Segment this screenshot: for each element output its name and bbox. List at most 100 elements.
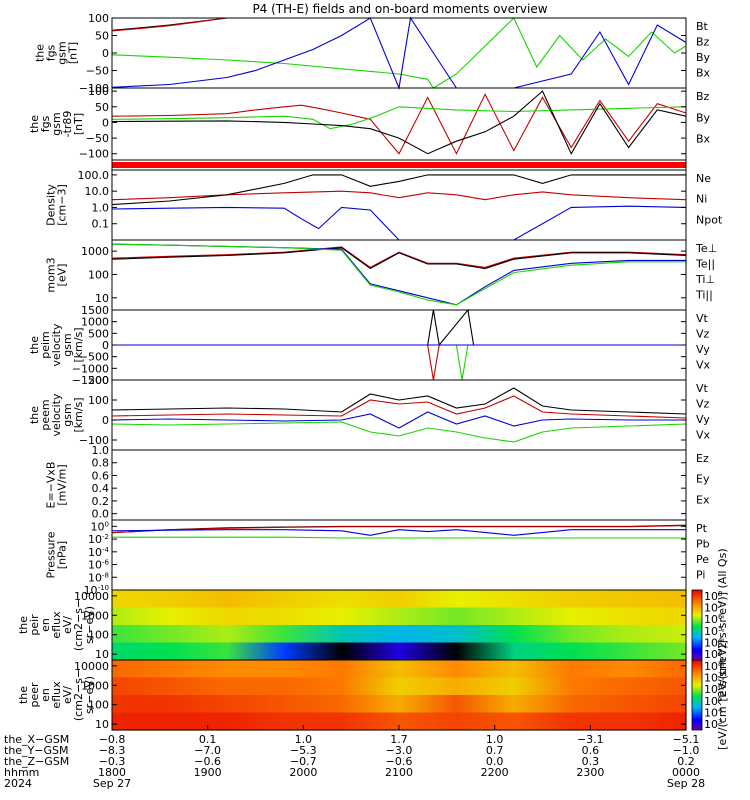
y-tick-label: 1000 [81,245,109,258]
x-axis-value: 1900 [194,766,222,779]
series-line-by [111,106,687,130]
y-tick-label: 10-6 [88,559,110,572]
y-axis-label: the [28,336,41,354]
legend-entry: Vt [696,312,709,325]
panel-3: 100.0 10.0 1.0 0.1 Density[cm−3] Ne Ni Npot [45,169,723,241]
y-tick-label: 0.8 [92,457,110,470]
separator-bar [112,162,686,168]
series-line-vt [111,387,687,415]
y-axis-label: [nT] [72,113,85,135]
heatmap-cell [513,660,572,679]
y-tick-label: −100 [79,148,109,161]
x-axis-value: −0.6 [386,755,413,768]
heatmap-cell [513,590,572,609]
heatmap-cell [341,625,400,644]
y-tick-label: 500 [88,327,109,340]
heatmap-cell [341,695,400,714]
x-axis-row-label: the_Y−GSM [4,744,69,757]
series-line-pi [111,529,686,536]
y-tick-label: 100.0 [78,169,110,182]
y-tick-label: 200 [88,374,109,387]
y-axis-label: Pressure [45,531,58,578]
x-axis-value: −5.3 [290,744,317,757]
x-axis-value: −0.6 [194,755,221,768]
x-axis-row-label: the_X−GSM [4,733,69,746]
x-axis-value: 1.0 [295,733,313,746]
x-axis-value: −5.1 [673,733,700,746]
legend-entry: Pe [696,553,709,566]
y-tick-label: 1.0 [92,444,110,457]
y-axis-label: the [17,616,30,634]
legend-entry: Te⊥ [695,242,717,255]
heatmap-cell [226,625,285,644]
x-axis-row-label: hhmm [4,766,39,779]
series-line-bx [111,16,687,91]
heatmap-cell [628,660,687,679]
heatmap-cell [169,677,228,696]
figure-title: P4 (TH-E) fields and on-board moments ov… [252,2,547,16]
y-axis-label: the [28,406,41,424]
heatmap-cell [399,677,457,696]
y-tick-label: 10000 [74,590,109,603]
heatmap-cell [112,625,170,644]
legend-entry: Vy [696,413,710,426]
legend-entry: Bt [696,20,709,33]
y-axis-label: peim [39,331,52,359]
heatmap-cell [571,712,630,731]
series-line-te- [111,246,687,269]
y-tick-label: 0.6 [92,469,110,482]
panel-frame [111,169,687,241]
y-axis-label: mom3 [45,257,58,292]
heatmap-cell [571,695,630,714]
y-tick-label: −100 [79,434,109,447]
y-tick-label: 1000 [81,316,109,329]
colorbar [691,589,703,661]
heatmap-cell [513,642,572,661]
x-axis-row-label: 2024 [4,777,32,790]
series-line-vy [112,344,686,381]
heatmap-cell [628,642,687,661]
y-tick-label: 0 [102,47,109,60]
heatmap-cell [284,607,343,626]
series-line-bz [111,93,687,155]
heatmap-cell [112,607,170,626]
y-tick-label: 10 [95,292,109,305]
panel-frame [111,239,687,311]
series-line-pb [111,525,687,534]
y-tick-label: 100 [88,85,109,98]
heatmap-cell [571,677,630,696]
heatmap-cell [456,677,515,696]
heatmap-cell [284,642,343,661]
heatmap-cell [628,712,687,731]
heatmap-cell [456,590,515,609]
series-line-bz [111,17,227,32]
y-axis-label: gsm [50,112,63,135]
y-axis-label: -tr89 [61,111,74,138]
y-axis-label: fgs [39,115,52,132]
x-axis-value: 0.2 [677,755,695,768]
x-axis-value: 0.6 [582,744,600,757]
x-axis-value: 2200 [481,766,509,779]
y-axis-label: E=−VxB [45,462,58,509]
x-axis-value: 1.7 [390,733,408,746]
colorbar [691,659,703,731]
y-tick-label: 10-10 [84,584,109,597]
heatmap-cell [284,712,343,731]
heatmap-cell [399,625,457,644]
legend-entry: Vt [696,382,709,395]
y-tick-label: 50 [95,101,109,114]
heatmap-cell [399,590,457,609]
y-axis-label: en [39,618,52,632]
y-tick-label: 10-8 [88,571,109,584]
legend-entry: Te|| [695,258,715,271]
legend-entry: Vx [696,429,711,442]
heatmap-cell [456,625,515,644]
heatmap-cell [226,660,285,679]
x-axis-value: 0000 [672,766,700,779]
series-line-by [111,17,687,89]
series-line-npot [111,205,687,241]
heatmap-cell [399,695,457,714]
